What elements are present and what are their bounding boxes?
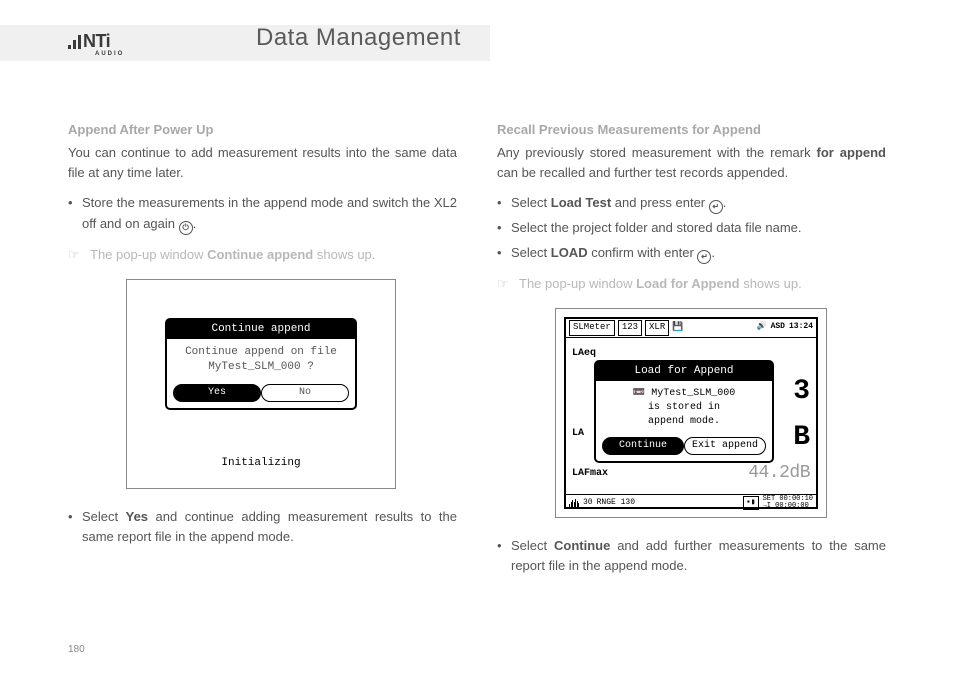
enter-icon: ↵ bbox=[709, 200, 723, 214]
logo: NTi bbox=[68, 31, 110, 52]
left-hand-note: The pop-up window Continue append shows … bbox=[68, 245, 457, 265]
logo-subtext: AUDIO bbox=[95, 51, 124, 57]
big-digit-2: B bbox=[793, 416, 810, 459]
continue-button[interactable]: Continue bbox=[602, 437, 684, 456]
left-bullet-2: Select Yes and continue adding measureme… bbox=[68, 507, 457, 547]
label-laeq: LAeq bbox=[572, 346, 596, 362]
db-value: 44.2dB bbox=[748, 460, 810, 488]
cassette-icon: 📼 bbox=[633, 388, 645, 399]
right-intro: Any previously stored measurement with t… bbox=[497, 143, 886, 183]
left-intro: You can continue to add measurement resu… bbox=[68, 143, 457, 183]
lcd-tab-slmeter: SLMeter bbox=[569, 320, 615, 336]
big-digit-1: 3 bbox=[793, 370, 810, 413]
device-screenshot-right: SLMeter 123 XLR 💾 🔊 ASD 13:24 LAeq LA LA… bbox=[555, 308, 827, 518]
content: Append After Power Up You can continue t… bbox=[68, 120, 886, 586]
save-icon: 💾 bbox=[672, 321, 683, 335]
left-column: Append After Power Up You can continue t… bbox=[68, 120, 457, 586]
right-column: Recall Previous Measurements for Append … bbox=[497, 120, 886, 586]
right-bullet-2: Select the project folder and stored dat… bbox=[497, 218, 886, 238]
section-title-right: Recall Previous Measurements for Append bbox=[497, 120, 886, 140]
logo-text: NTi bbox=[83, 31, 110, 52]
section-title-left: Append After Power Up bbox=[68, 120, 457, 140]
right-bullet-1: Select Load Test and press enter ↵. bbox=[497, 193, 886, 214]
popup-title: Continue append bbox=[167, 320, 355, 339]
right-bullet-3: Select LOAD confirm with enter ↵. bbox=[497, 243, 886, 264]
lcd-bottom-bar: 30 RNGE 130 ▪▮ SET 00:00:10 →I 00:00:00 bbox=[566, 494, 816, 511]
enter-icon: ↵ bbox=[697, 250, 711, 264]
device-screenshot-left: Continue append Continue append on file … bbox=[126, 279, 396, 489]
lcd-tab-123: 123 bbox=[618, 320, 642, 336]
page-number: 180 bbox=[68, 644, 85, 655]
power-icon: ⏻ bbox=[179, 221, 193, 235]
popup-body: Continue append on file MyTest_SLM_000 ? bbox=[167, 339, 355, 380]
pause-icon: ▪▮ bbox=[743, 496, 759, 510]
left-bullet-1: Store the measurements in the append mod… bbox=[68, 193, 457, 234]
continue-append-popup: Continue append Continue append on file … bbox=[165, 318, 357, 410]
label-la: LA bbox=[572, 426, 584, 442]
yes-button[interactable]: Yes bbox=[173, 384, 261, 403]
lcd-top-bar: SLMeter 123 XLR 💾 🔊 ASD 13:24 bbox=[566, 319, 816, 338]
lcd-body: LAeq LA LAFmax 3 B 44.2dB Load for Appen… bbox=[566, 338, 816, 494]
page-title: Data Management bbox=[256, 24, 461, 52]
right-hand-note: The pop-up window Load for Append shows … bbox=[497, 274, 886, 294]
popup-body: 📼 MyTest_SLM_000 is stored in append mod… bbox=[596, 381, 772, 433]
speaker-icon: 🔊 bbox=[757, 321, 767, 333]
exit-append-button[interactable]: Exit append bbox=[684, 437, 766, 456]
load-for-append-popup: Load for Append 📼 MyTest_SLM_000 is stor… bbox=[594, 360, 774, 464]
label-lafmax: LAFmax bbox=[572, 466, 608, 482]
lcd-screen: SLMeter 123 XLR 💾 🔊 ASD 13:24 LAeq LA LA… bbox=[564, 317, 818, 509]
lcd-tab-xlr: XLR bbox=[645, 320, 669, 336]
no-button[interactable]: No bbox=[261, 384, 349, 403]
level-meter-icon bbox=[569, 499, 579, 507]
logo-bars-icon bbox=[68, 35, 81, 49]
right-bullet-last: Select Continue and add further measurem… bbox=[497, 536, 886, 576]
initializing-text: Initializing bbox=[127, 455, 395, 472]
popup-title: Load for Append bbox=[596, 362, 772, 381]
